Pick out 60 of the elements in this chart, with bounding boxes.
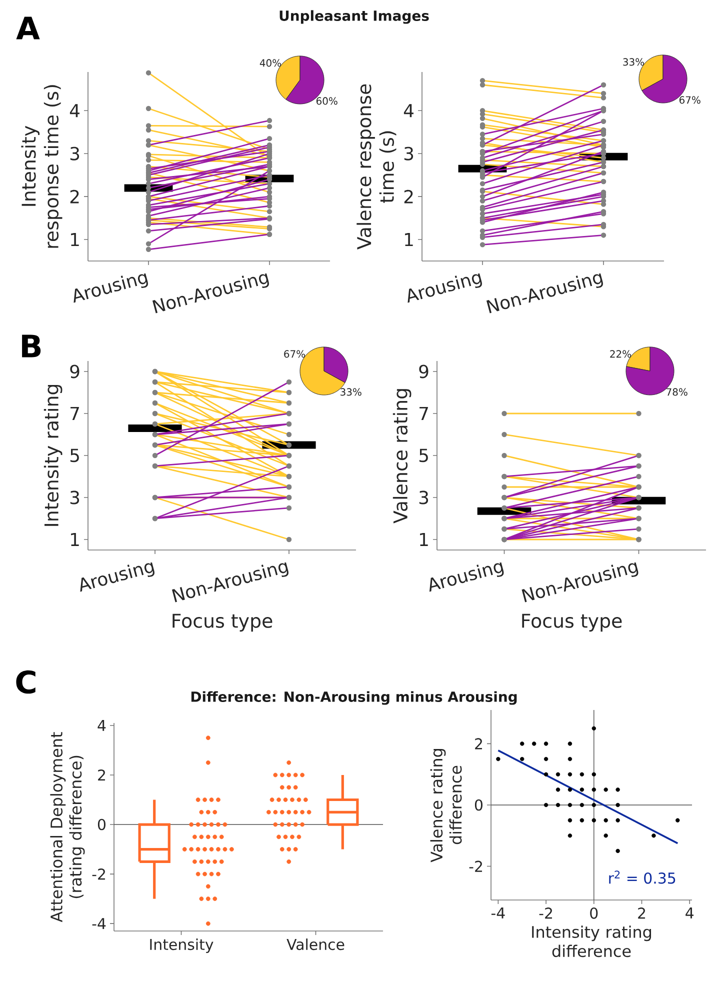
- y-tick-label: -2: [92, 868, 105, 880]
- x-axis-title: Intensity rating difference: [532, 926, 652, 958]
- y-tick-label: 4: [98, 720, 106, 731]
- y-tick-label: 0: [98, 818, 106, 830]
- y-tick-label: -4: [92, 918, 106, 930]
- y-tick-label: 2: [475, 738, 482, 750]
- y-tick-label: 7: [420, 406, 428, 420]
- y-tick-label: 2: [404, 190, 413, 204]
- x-tick-label: Arousing: [408, 273, 482, 303]
- data-label: 67%: [284, 350, 306, 358]
- text: C: [16, 670, 36, 694]
- chart-title: Unpleasant Images: [280, 10, 429, 24]
- y-axis-title: Intensity rating: [44, 384, 62, 526]
- y-axis-title: Intensity response time (s): [21, 85, 62, 248]
- x-axis-title: Focus type: [522, 614, 622, 632]
- data-label: 78%: [666, 388, 688, 396]
- y-tick-label: 3: [70, 490, 80, 504]
- x-tick-label: Arousing: [80, 562, 154, 592]
- x-tick-label: Arousing: [74, 273, 148, 303]
- y-axis-title: Attentional Deployment (rating difference): [50, 732, 85, 922]
- y-tick-label: 0: [474, 799, 482, 811]
- x-tick-label: 4: [686, 908, 694, 918]
- annotation: r$^{2}$ = 0.35: [609, 870, 676, 884]
- y-axis-title: Valence rating: [392, 389, 412, 524]
- data-label: 33%: [340, 388, 362, 396]
- y-tick-label: 3: [404, 146, 414, 160]
- y-tick-label: 2: [98, 769, 105, 781]
- data-label: 33%: [623, 58, 644, 66]
- y-tick-label: 1: [405, 232, 413, 246]
- y-tick-label: 4: [70, 104, 80, 118]
- data-label: 40%: [260, 59, 282, 67]
- text: B: [22, 334, 41, 358]
- y-tick-label: 5: [419, 448, 428, 462]
- x-tick-label: Arousing: [429, 562, 504, 592]
- y-tick-label: 1: [71, 532, 79, 546]
- y-tick-label: 3: [419, 490, 428, 504]
- y-tick-label: 1: [71, 232, 79, 246]
- chart-title: Difference: Non-Arousing minus Arousing: [191, 691, 517, 705]
- text: A: [16, 16, 40, 40]
- x-tick-label: Valence: [286, 938, 344, 950]
- y-tick-label: 5: [70, 448, 79, 462]
- data-label: 67%: [679, 96, 700, 104]
- data-label: 22%: [610, 350, 632, 358]
- x-tick-label: 0: [590, 908, 598, 919]
- y-tick-label: 9: [419, 364, 428, 378]
- y-axis-title: Valence rating difference: [430, 749, 462, 862]
- x-tick-label: 2: [638, 908, 646, 919]
- x-tick-label: -2: [539, 908, 552, 919]
- x-tick-label: -4: [491, 908, 505, 918]
- y-tick-label: -2: [469, 860, 482, 872]
- y-tick-label: 7: [70, 406, 79, 420]
- data-label: 60%: [316, 97, 338, 105]
- y-tick-label: 4: [404, 104, 414, 118]
- x-tick-label: Intensity: [150, 938, 214, 953]
- y-tick-label: 2: [70, 190, 79, 204]
- x-axis-title: Focus type: [172, 614, 272, 632]
- y-tick-label: 3: [70, 146, 80, 160]
- y-tick-label: 9: [70, 364, 80, 378]
- y-axis-title: Valence response time (s): [356, 84, 396, 250]
- y-tick-label: 1: [420, 532, 428, 546]
